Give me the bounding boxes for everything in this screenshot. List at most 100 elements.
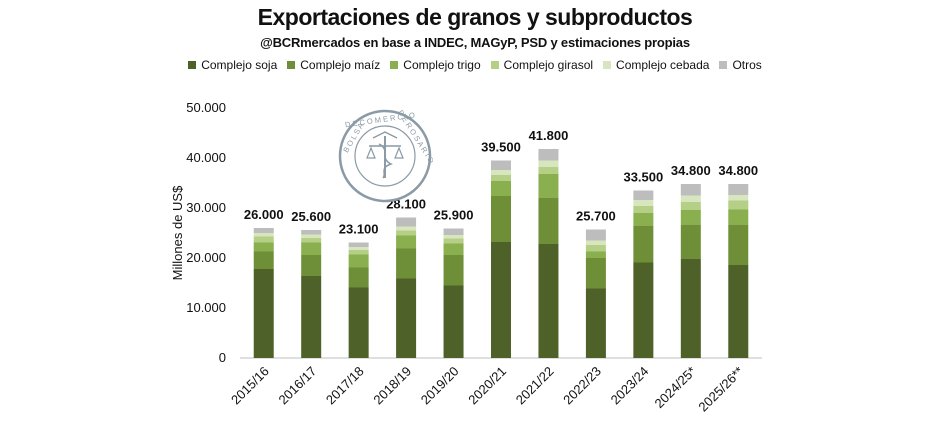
bar-segment-0 [680,259,701,358]
bar-segment-5 [443,228,464,235]
total-label: 34.800 [718,163,758,178]
seal-outer-ring [338,109,432,203]
x-tick-label: 2020/21 [465,364,509,408]
bar-segment-5 [396,217,417,227]
total-label: 25.900 [434,208,474,223]
y-tick-label: 30.000 [186,200,226,215]
bar-segment-2 [538,174,559,198]
bar-segment-5 [538,149,559,161]
bar-segment-1 [348,267,369,288]
chart-subtitle: @BCRmercados en base a INDEC, MAGyP, PSD… [260,35,690,50]
bar-segment-1 [728,225,749,265]
bar-segment-0 [301,276,322,358]
bar-segment-2 [491,181,511,196]
seal-inner-ring [354,125,416,187]
seal-wings [372,131,398,139]
bar-segment-3 [538,167,559,174]
x-tick-label: 2024/25* [652,364,699,411]
bar-segment-3 [585,245,606,252]
bar-segment-4 [396,226,417,231]
y-tick-label: 20.000 [186,250,226,265]
bar-segment-0 [491,242,511,358]
y-tick-label: 50.000 [186,100,226,115]
x-tick-label: 2023/24 [608,364,652,408]
y-tick-label: 40.000 [186,150,226,165]
x-tick-label: 2015/16 [228,364,272,408]
bar-segment-2 [680,210,701,225]
bar-segment-3 [348,250,369,255]
legend-item-2: Complejo trigo [390,58,481,72]
bar-segment-4 [491,170,511,175]
bar-segment-5 [633,190,654,200]
bar-segment-1 [633,226,654,263]
legend-swatch [719,61,728,69]
bar-segment-1 [301,255,322,276]
bar-segment-2 [443,243,464,255]
legend-item-3: Complejo girasol [490,58,594,72]
bar-segment-1 [491,196,511,242]
bar-segment-2 [633,213,654,226]
bar-segment-5 [253,228,274,233]
bar-segment-3 [253,236,274,243]
legend-label: Complejo maíz [300,58,381,72]
legend-item-1: Complejo maíz [287,58,380,72]
bar-segment-0 [633,262,654,358]
bar-segment-2 [396,235,417,249]
legend-item-4: Complejo cebada [603,58,709,72]
total-label: 33.500 [623,170,663,185]
total-label: 34.800 [671,163,711,178]
x-tick-label: 2022/23 [560,364,604,408]
bar-segment-0 [348,287,369,358]
total-label: 25.700 [576,209,616,224]
bar-segment-4 [633,200,654,206]
legend-label: Complejo cebada [616,58,710,72]
bar-segment-4 [443,235,464,239]
bcr-seal-logo: B O L S A D E C O M E R C I O D E R O S … [338,108,433,203]
bar-segment-5 [680,184,701,196]
bar-segment-5 [348,242,369,247]
bar-segment-3 [396,230,417,236]
bar-segment-2 [301,242,322,255]
bar-segment-4 [301,234,322,238]
legend-swatch [603,61,612,69]
bar-segment-3 [491,175,511,181]
bar-segment-0 [585,288,606,358]
legend-swatch [490,61,499,69]
bar-segment-4 [728,195,749,201]
bar-segment-5 [301,230,322,235]
total-label: 23.100 [339,222,379,237]
legend-label: Complejo girasol [503,58,594,72]
bar-segment-0 [253,269,274,358]
legend-item-5: Otros [719,58,762,72]
bar-segment-4 [538,160,559,167]
x-tick-label: 2025/26** [695,364,746,415]
x-tick-label: 2019/20 [418,364,462,408]
bar-segment-3 [443,238,464,244]
bar-segment-1 [585,258,606,289]
total-label: 41.800 [529,128,569,143]
x-tick-label: 2016/17 [275,364,319,408]
bar-segment-0 [443,285,464,358]
legend-swatch [188,61,197,69]
bar-segment-3 [301,238,322,243]
bar-segment-5 [585,229,606,241]
bar-segment-5 [728,184,749,195]
bar-segment-1 [443,255,464,286]
legend-label: Complejo soja [201,58,278,72]
bar-segment-4 [585,240,606,245]
legend-label: Complejo trigo [403,58,481,72]
total-label: 25.600 [291,209,331,224]
legend: Complejo soja Complejo maíz Complejo trigo… [0,58,950,72]
bar-segment-3 [680,202,701,210]
bar-segment-2 [585,251,606,258]
bar-segment-3 [633,206,654,213]
chart-title: Exportaciones de granos y subproductos [257,4,693,30]
legend-item-0: Complejo soja [188,58,277,72]
bar-segment-2 [253,242,274,252]
seal-scales [366,146,404,159]
y-axis-label: Millones de US$ [170,185,185,280]
bar-segment-3 [728,200,749,210]
x-tick-label: 2021/22 [513,364,557,408]
legend-swatch [287,61,296,69]
